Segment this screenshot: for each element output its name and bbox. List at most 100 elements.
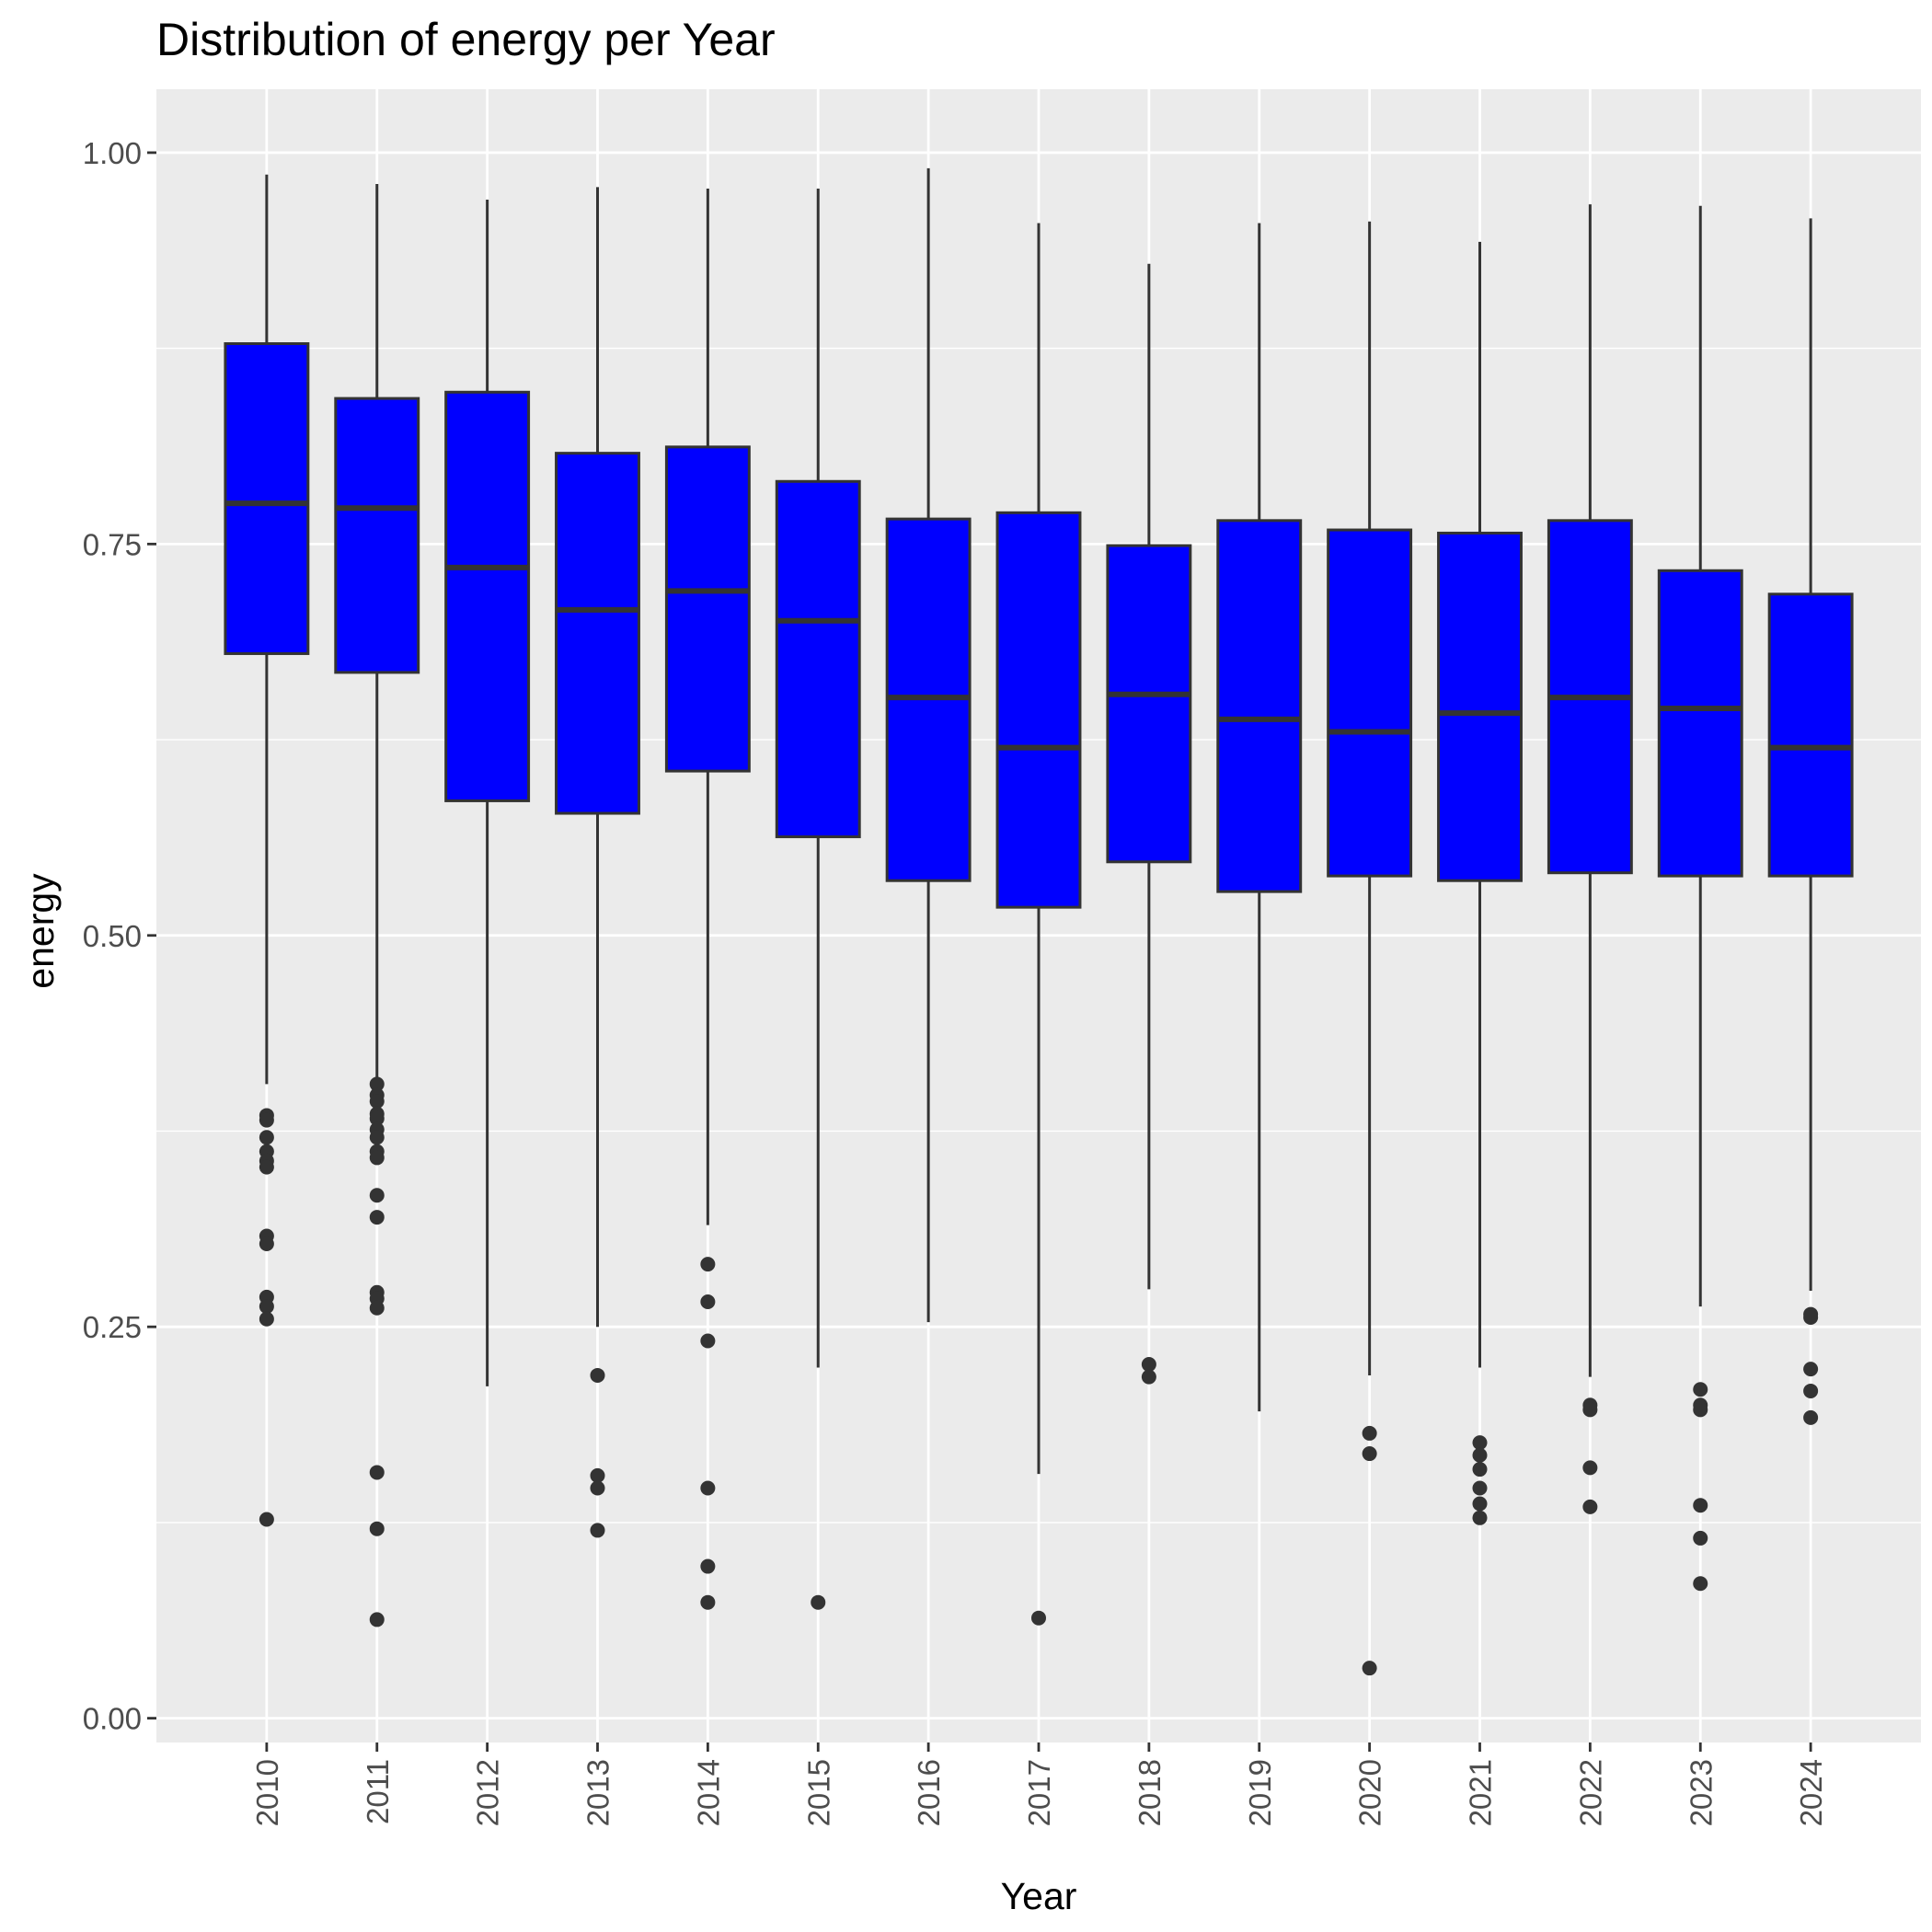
outlier-point <box>700 1558 716 1574</box>
outlier-point <box>369 1300 385 1316</box>
y-tick-label: 0.50 <box>83 919 142 953</box>
outlier-point <box>700 1480 716 1496</box>
iqr-box <box>1767 592 1854 878</box>
outlier-point <box>1803 1309 1819 1325</box>
x-tick-label: 2017 <box>1022 1759 1056 1826</box>
outlier-point <box>1141 1357 1156 1373</box>
iqr-box <box>1657 569 1743 878</box>
iqr-box <box>224 342 310 655</box>
outlier-point <box>1362 1425 1377 1441</box>
outlier-point <box>259 1112 274 1128</box>
y-tick-label: 1.00 <box>83 136 142 170</box>
box-2012 <box>444 199 531 1386</box>
box-2011 <box>334 183 420 1627</box>
iqr-box <box>1106 544 1192 864</box>
outlier-point <box>1803 1362 1819 1377</box>
x-tick-label: 2016 <box>912 1759 946 1826</box>
outlier-point <box>1803 1383 1819 1398</box>
outlier-point <box>590 1467 605 1483</box>
x-tick-label: 2015 <box>801 1759 835 1826</box>
outlier-point <box>259 1299 274 1315</box>
outlier-point <box>700 1333 716 1349</box>
outlier-point <box>811 1594 826 1610</box>
x-tick-label: 2010 <box>250 1759 284 1826</box>
y-tick-label: 0.25 <box>83 1310 142 1344</box>
outlier-point <box>1141 1369 1156 1385</box>
outlier-point <box>369 1150 385 1166</box>
y-tick-label: 0.00 <box>83 1702 142 1736</box>
x-axis: 2010 2011 2012 2013 2014 2015 2016 2017 2018 2019… <box>250 1742 1828 1826</box>
box-2014 <box>664 189 751 1610</box>
x-tick-label: 2024 <box>1794 1759 1828 1826</box>
outlier-point <box>259 1236 274 1252</box>
x-tick-label: 2019 <box>1243 1759 1277 1826</box>
x-tick-label: 2023 <box>1684 1759 1718 1826</box>
x-tick-label: 2020 <box>1353 1759 1387 1826</box>
outlier-point <box>700 1257 716 1272</box>
outlier-point <box>259 1512 274 1527</box>
outlier-point <box>1362 1446 1377 1462</box>
outlier-point <box>1803 1409 1819 1425</box>
outlier-point <box>259 1130 274 1145</box>
iqr-box <box>444 390 531 802</box>
outlier-point <box>259 1159 274 1175</box>
box-2019 <box>1216 223 1303 1412</box>
y-tick-label: 0.75 <box>83 527 142 561</box>
iqr-box <box>995 511 1082 909</box>
outlier-point <box>1693 1402 1708 1418</box>
iqr-box <box>775 479 861 839</box>
x-tick-label: 2014 <box>691 1759 725 1826</box>
outlier-point <box>369 1465 385 1480</box>
box-2013 <box>555 187 640 1538</box>
outlier-point <box>259 1311 274 1327</box>
outlier-point <box>1582 1460 1598 1476</box>
outlier-point <box>369 1110 385 1126</box>
outlier-point <box>369 1612 385 1627</box>
x-tick-label: 2011 <box>361 1759 395 1824</box>
outlier-point <box>1472 1510 1488 1525</box>
box-series <box>224 167 1854 1676</box>
outlier-point <box>1582 1499 1598 1514</box>
x-tick-label: 2018 <box>1133 1759 1167 1826</box>
x-axis-title: Year <box>1001 1875 1077 1917</box>
outlier-point <box>1472 1462 1488 1478</box>
x-tick-label: 2022 <box>1573 1759 1607 1826</box>
outlier-point <box>1582 1402 1598 1418</box>
outlier-point <box>369 1076 385 1092</box>
outlier-point <box>590 1480 605 1496</box>
outlier-point <box>369 1188 385 1203</box>
box-2010 <box>224 174 310 1527</box>
outlier-point <box>1031 1610 1046 1626</box>
x-tick-label: 2021 <box>1464 1759 1498 1826</box>
outlier-point <box>1472 1496 1488 1512</box>
outlier-point <box>369 1210 385 1225</box>
iqr-box <box>1327 528 1413 878</box>
y-axis-title: energy <box>19 873 62 989</box>
outlier-point <box>1693 1530 1708 1546</box>
box-2020 <box>1327 221 1413 1676</box>
outlier-point <box>1693 1498 1708 1513</box>
box-2016 <box>885 167 972 1323</box>
box-2018 <box>1106 263 1192 1385</box>
iqr-box <box>1437 531 1523 882</box>
outlier-point <box>1472 1480 1488 1496</box>
outlier-point <box>700 1594 716 1610</box>
iqr-box <box>334 397 420 674</box>
chart-title: Distribution of energy per Year <box>156 14 776 65</box>
y-axis: 0.00 0.25 0.50 0.75 1.00 <box>83 136 156 1736</box>
outlier-point <box>590 1523 605 1538</box>
outlier-point <box>369 1130 385 1145</box>
iqr-box <box>555 452 640 815</box>
outlier-point <box>1362 1661 1377 1676</box>
outlier-point <box>1472 1447 1488 1463</box>
x-tick-label: 2012 <box>471 1759 505 1826</box>
box-2022 <box>1547 204 1633 1514</box>
outlier-point <box>369 1521 385 1536</box>
box-2023 <box>1657 205 1743 1592</box>
iqr-box <box>1216 519 1303 893</box>
outlier-point <box>700 1294 716 1309</box>
outlier-point <box>590 1367 605 1383</box>
box-2021 <box>1437 241 1523 1525</box>
x-tick-label: 2013 <box>581 1759 615 1826</box>
